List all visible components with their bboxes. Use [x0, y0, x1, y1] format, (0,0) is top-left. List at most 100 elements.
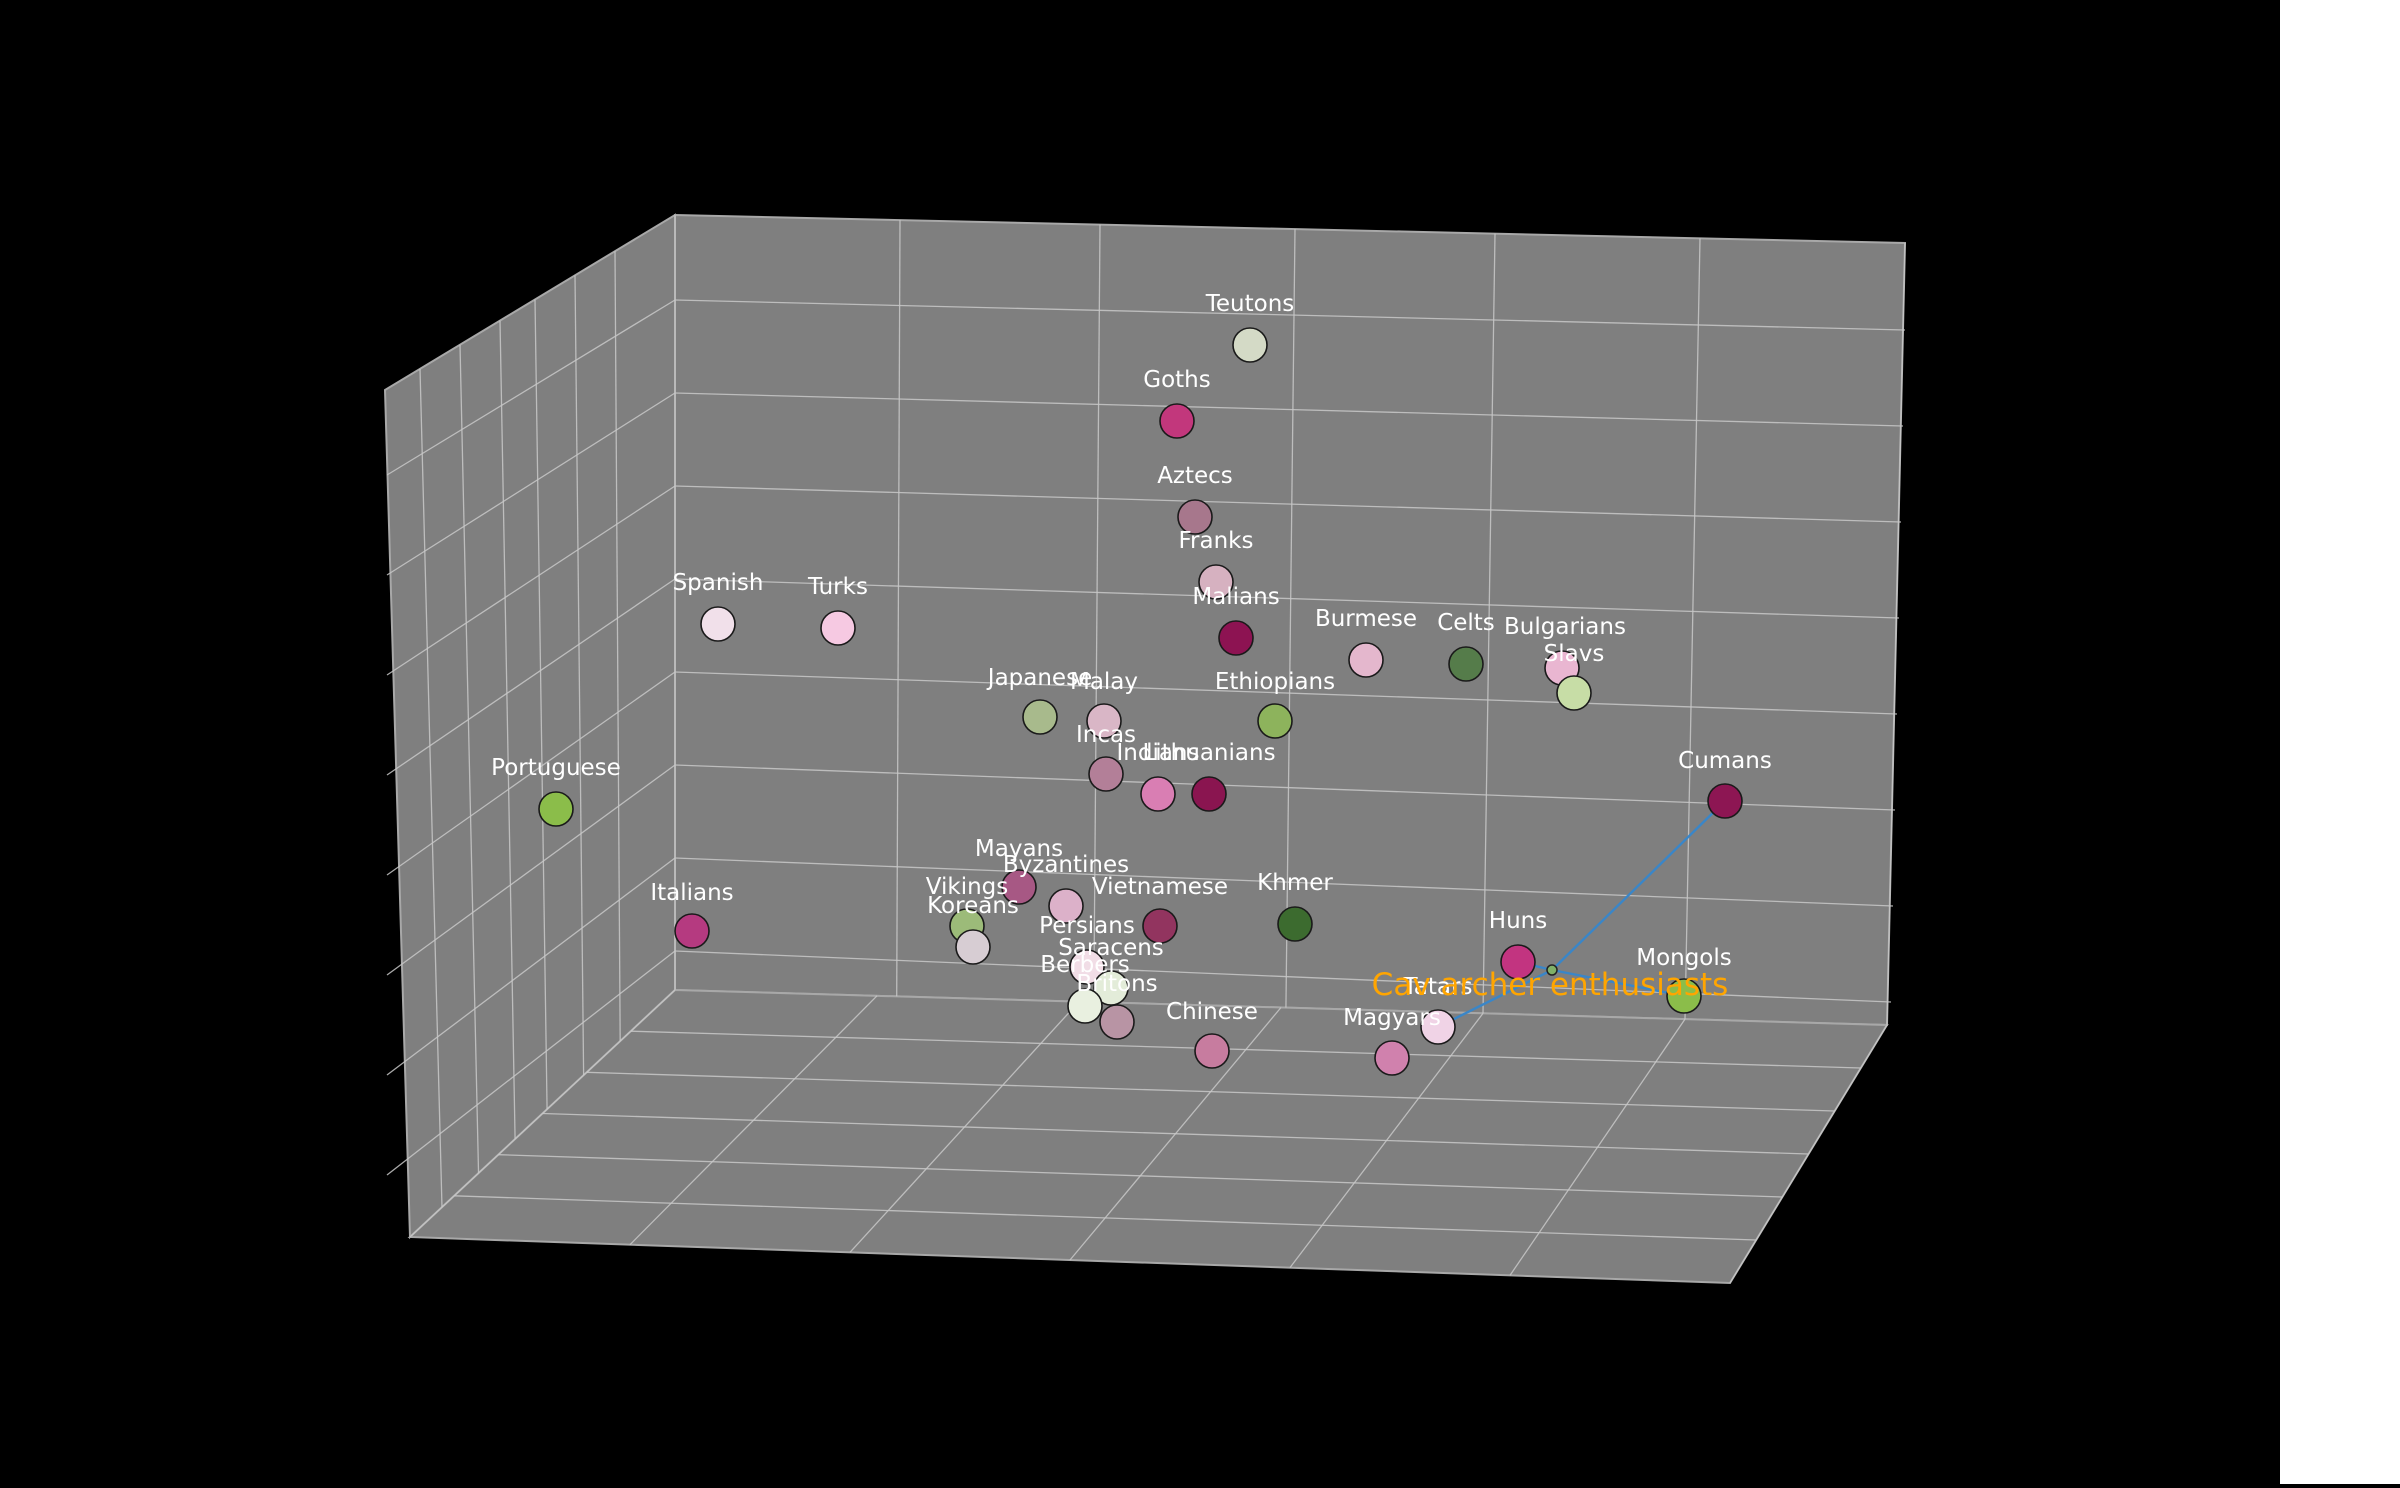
back-grid-horizontal	[674, 857, 1894, 907]
cluster-centroid-marker	[1546, 964, 1558, 976]
point-khmer	[1277, 906, 1313, 942]
point-aztecs	[1177, 499, 1213, 535]
label-persians: Persians	[1039, 913, 1135, 939]
label-aztecs: Aztecs	[1157, 463, 1233, 489]
label-ethiopians: Ethiopians	[1215, 669, 1335, 695]
label-cumans: Cumans	[1678, 748, 1772, 774]
label-khmer: Khmer	[1257, 870, 1333, 896]
left-grid-vertical	[614, 251, 621, 1042]
label-franks: Franks	[1179, 528, 1254, 554]
label-mayans: Mayans	[975, 836, 1063, 862]
floor-grid-width	[630, 1030, 1861, 1069]
point-burmese	[1348, 642, 1384, 678]
label-spanish: Spanish	[673, 570, 764, 596]
label-tatars: Tatars	[1403, 974, 1473, 1000]
label-bulgarians: Bulgarians	[1504, 614, 1626, 640]
label-chinese: Chinese	[1166, 999, 1258, 1025]
label-vietnamese: Vietnamese	[1092, 874, 1228, 900]
point-teutons	[1232, 327, 1268, 363]
left-grid-horizontal	[386, 299, 676, 476]
point-ethiopians	[1257, 703, 1293, 739]
point-malians	[1218, 620, 1254, 656]
point-italians	[674, 913, 710, 949]
data-points	[538, 327, 1743, 1076]
point-vietnamese	[1142, 908, 1178, 944]
label-indians: Indians	[1116, 740, 1199, 766]
point-incas	[1088, 756, 1124, 792]
label-huns: Huns	[1489, 908, 1547, 934]
label-saracens: Saracens	[1058, 935, 1164, 961]
label-koreans: Koreans	[927, 893, 1019, 919]
floor-pane	[407, 988, 1889, 1285]
left-grid-horizontal	[386, 950, 676, 1176]
point-magyars	[1374, 1040, 1410, 1076]
label-britons: Britons	[1076, 971, 1157, 997]
label-italians: Italians	[650, 880, 733, 906]
label-lithuanians: Lithuanians	[1142, 740, 1275, 766]
3d-scatter-plot: Teutons Goths Aztecs Franks Spanish Turks Mali…	[383, 213, 1907, 1285]
label-burmese: Burmese	[1315, 606, 1417, 632]
point-turks	[820, 610, 856, 646]
cluster-annotation: Cav archer enthusiasts	[1372, 967, 1729, 1003]
point-goths	[1159, 403, 1195, 439]
left-grid-horizontal	[386, 857, 676, 1076]
label-goths: Goths	[1143, 367, 1210, 393]
label-turks: Turks	[807, 574, 868, 600]
point-tatars	[1420, 1009, 1456, 1045]
label-byzantines: Byzantines	[1003, 852, 1129, 878]
point-chinese	[1194, 1033, 1230, 1069]
cluster-link-tatars	[1437, 968, 1553, 1029]
back-grid-vertical	[1886, 242, 1906, 1026]
floor-grid-width	[586, 1071, 1835, 1112]
back-grid-horizontal	[674, 578, 1900, 619]
point-mayans	[1001, 869, 1037, 905]
left-grid-vertical	[499, 320, 516, 1140]
point-franks	[1198, 564, 1234, 600]
point-slavs	[1556, 675, 1592, 711]
left-grid-vertical	[534, 299, 548, 1110]
left-grid-horizontal	[386, 392, 676, 576]
point-saracens	[1093, 970, 1129, 1006]
point-malay	[1086, 703, 1122, 739]
cluster-link-mongols	[1551, 968, 1685, 998]
figure: Teutons Goths Aztecs Franks Spanish Turks Mali…	[383, 213, 1907, 1285]
right-edge-strip	[2280, 0, 2400, 1484]
point-cumans	[1707, 783, 1743, 819]
point-persians	[1069, 949, 1105, 985]
left-grid-horizontal	[386, 485, 676, 676]
left-grid-horizontal	[386, 671, 676, 876]
point-huns	[1500, 944, 1536, 980]
left-grid-vertical	[574, 275, 585, 1076]
left-grid-vertical	[419, 368, 443, 1208]
floor-grid-width	[454, 1195, 1757, 1241]
point-byzantines	[1048, 888, 1084, 924]
back-grid-vertical	[1285, 229, 1296, 1008]
label-teutons: Teutons	[1205, 291, 1295, 317]
back-grid-vertical	[1482, 233, 1496, 1014]
back-grid-vertical	[1093, 224, 1101, 1003]
back-grid-horizontal	[674, 392, 1904, 427]
point-mongols	[1666, 978, 1702, 1014]
back-grid-horizontal	[674, 299, 1906, 331]
point-celts	[1448, 646, 1484, 682]
label-magyars: Magyars	[1343, 1005, 1441, 1031]
label-mongols: Mongols	[1636, 945, 1732, 971]
floor-grid-width	[498, 1154, 1783, 1198]
back-grid-horizontal	[674, 764, 1896, 811]
point-berbers	[1067, 988, 1103, 1024]
cluster-link-cumans	[1551, 800, 1726, 971]
point-portuguese	[538, 791, 574, 827]
point-spanish	[700, 606, 736, 642]
point-labels: Teutons Goths Aztecs Franks Spanish Turks Mali…	[491, 291, 1772, 1031]
back-grid-vertical	[1684, 238, 1701, 1020]
left-grid-horizontal	[386, 578, 676, 776]
label-malians: Malians	[1192, 584, 1279, 610]
left-grid-horizontal	[386, 764, 676, 976]
label-incas: Incas	[1076, 722, 1136, 748]
label-portuguese: Portuguese	[491, 755, 621, 781]
label-celts: Celts	[1437, 610, 1495, 636]
point-lithuanians	[1191, 776, 1227, 812]
point-japanese	[1022, 699, 1058, 735]
point-koreans	[955, 929, 991, 965]
label-vikings: Vikings	[926, 874, 1009, 900]
